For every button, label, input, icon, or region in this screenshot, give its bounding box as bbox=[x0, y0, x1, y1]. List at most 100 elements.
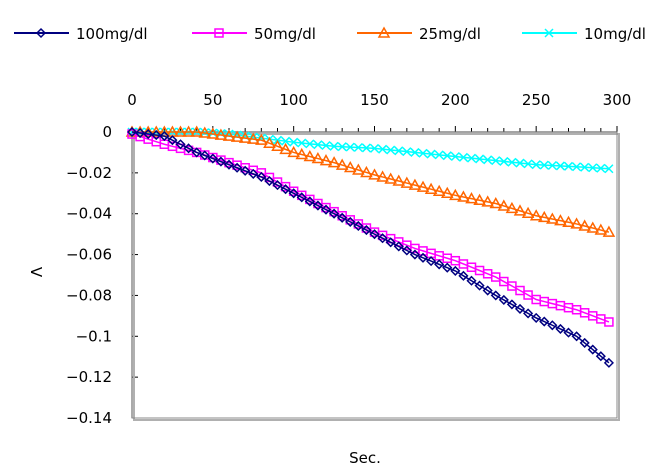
data-point bbox=[321, 140, 331, 151]
data-point bbox=[214, 128, 228, 140]
data-point bbox=[190, 125, 203, 137]
data-point bbox=[539, 316, 550, 327]
data-point bbox=[491, 156, 501, 166]
data-point bbox=[580, 162, 590, 172]
data-point bbox=[206, 127, 220, 139]
data-point bbox=[280, 184, 291, 195]
data-point bbox=[208, 128, 218, 138]
data-point bbox=[458, 270, 469, 281]
data-point bbox=[482, 285, 493, 296]
data-point bbox=[175, 139, 186, 150]
x-tick-label: 0 bbox=[127, 91, 137, 109]
data-point bbox=[376, 170, 389, 182]
data-point bbox=[440, 186, 454, 199]
legend-item: 10mg/dl bbox=[522, 25, 646, 43]
data-point bbox=[434, 259, 445, 270]
data-point bbox=[240, 165, 251, 176]
data-point bbox=[483, 155, 493, 165]
data-point bbox=[167, 135, 178, 146]
x-axis-title: Sec. bbox=[349, 449, 381, 467]
data-point bbox=[426, 256, 437, 267]
data-point bbox=[264, 175, 275, 187]
data-point bbox=[408, 178, 422, 190]
data-point bbox=[295, 147, 309, 160]
data-point bbox=[410, 147, 420, 157]
data-point bbox=[450, 265, 461, 276]
data-point bbox=[563, 161, 574, 171]
data-point bbox=[361, 224, 372, 236]
data-point bbox=[198, 126, 212, 138]
y-tick-label: −0.12 bbox=[66, 368, 112, 386]
data-point bbox=[539, 160, 549, 170]
data-point bbox=[513, 204, 527, 216]
data-point bbox=[588, 163, 598, 173]
series-line bbox=[132, 131, 610, 233]
data-point bbox=[497, 199, 511, 211]
legend-marker-diamond-icon bbox=[35, 27, 47, 39]
data-point bbox=[474, 280, 485, 291]
data-point bbox=[183, 143, 194, 154]
legend-item: 100mg/dl bbox=[14, 25, 148, 43]
data-point bbox=[555, 323, 566, 334]
data-point bbox=[386, 145, 396, 155]
data-point bbox=[279, 142, 292, 155]
data-point bbox=[272, 180, 283, 191]
data-point bbox=[271, 139, 284, 152]
data-point bbox=[335, 158, 349, 170]
data-point bbox=[507, 157, 517, 167]
data-point bbox=[238, 131, 252, 143]
legend-item: 50mg/dl bbox=[192, 25, 316, 43]
data-point bbox=[149, 125, 163, 137]
data-point bbox=[489, 196, 503, 209]
plot-area bbox=[131, 131, 618, 419]
data-point bbox=[603, 357, 614, 368]
data-point bbox=[473, 193, 486, 205]
data-point bbox=[151, 130, 162, 141]
data-point bbox=[360, 165, 373, 178]
data-point bbox=[378, 144, 388, 154]
data-point bbox=[417, 252, 429, 263]
data-point bbox=[579, 337, 590, 348]
data-point bbox=[602, 225, 616, 237]
data-point bbox=[369, 229, 380, 240]
data-point bbox=[312, 200, 323, 211]
data-point bbox=[191, 147, 202, 158]
data-point bbox=[353, 142, 363, 153]
data-point bbox=[263, 136, 276, 148]
data-point bbox=[466, 153, 477, 163]
data-point bbox=[377, 233, 388, 244]
data-point bbox=[458, 152, 468, 162]
data-point bbox=[232, 162, 243, 173]
data-point bbox=[595, 351, 606, 362]
data-point bbox=[353, 220, 364, 232]
data-point bbox=[385, 237, 396, 248]
legend-marker-x-icon bbox=[544, 28, 554, 38]
data-point bbox=[352, 163, 365, 175]
data-point bbox=[305, 139, 315, 149]
x-tick-label: 50 bbox=[203, 91, 222, 109]
legend-item: 25mg/dl bbox=[357, 25, 481, 43]
data-point bbox=[547, 320, 558, 331]
data-point bbox=[345, 216, 356, 227]
data-point bbox=[296, 192, 307, 203]
data-point bbox=[563, 327, 574, 338]
legend-label: 25mg/dl bbox=[419, 25, 481, 43]
y-tick-label: 0 bbox=[102, 123, 112, 141]
data-point bbox=[537, 210, 551, 223]
data-point bbox=[506, 299, 517, 310]
data-point bbox=[343, 161, 357, 173]
data-point bbox=[215, 156, 226, 167]
data-point bbox=[594, 223, 608, 235]
data-point bbox=[304, 196, 315, 207]
y-tick-label: −0.04 bbox=[66, 205, 112, 223]
data-point bbox=[199, 150, 210, 161]
data-point bbox=[329, 208, 340, 219]
data-point bbox=[255, 133, 268, 145]
data-point bbox=[287, 145, 300, 158]
legend-marker-square-icon bbox=[214, 28, 224, 38]
data-point bbox=[442, 151, 452, 161]
data-point bbox=[174, 125, 187, 137]
data-point bbox=[481, 195, 494, 207]
data-point bbox=[337, 142, 347, 152]
data-point bbox=[246, 132, 260, 144]
